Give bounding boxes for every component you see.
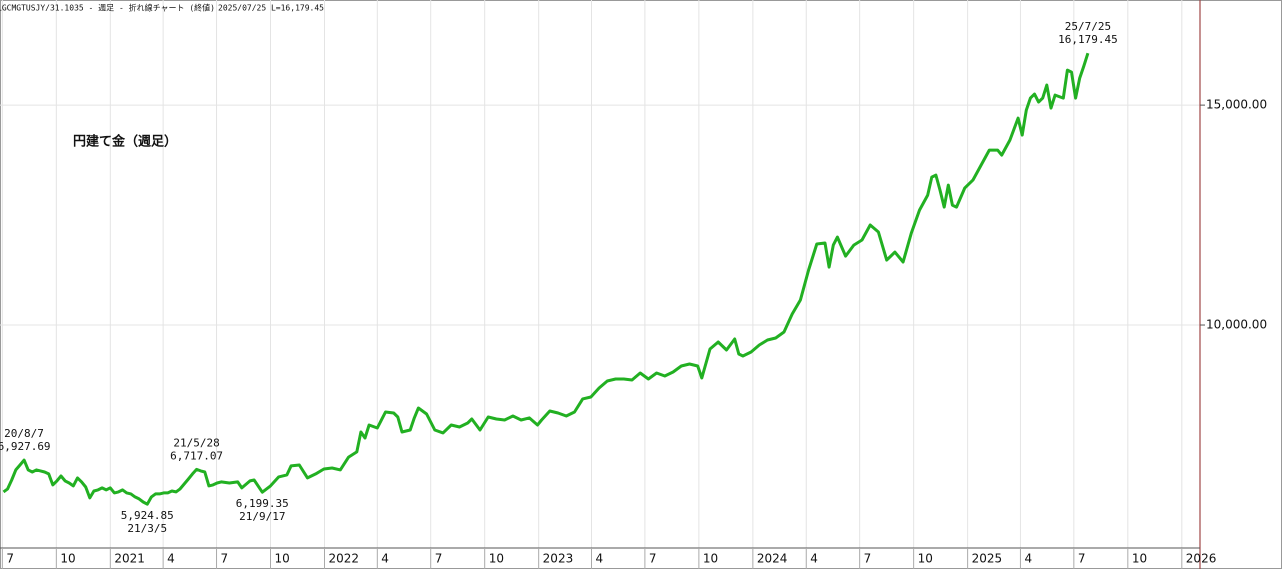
x-tick-label: 10 [60,552,75,566]
chart-title: LGCMGTUSJY/31.1035 - 週足 - 折れ線チャート (終値) [0,3,215,13]
x-tick-label: 4 [1024,552,1032,566]
annotation-date: 20/8/7 [4,427,44,440]
x-tick-label: 4 [595,552,603,566]
x-tick-label: 4 [167,552,175,566]
y-tick-label: 15,000.00 [1206,98,1267,112]
y-tick-label: 10,000.00 [1206,318,1267,332]
annotation-value: 6,927.69 [0,440,51,453]
x-tick-label: 7 [864,552,872,566]
x-tick-label: 4 [810,552,818,566]
x-tick-label: 2024 [757,552,788,566]
x-tick-label: 2025 [972,552,1003,566]
series-label: 円建て金（週足） [73,134,177,150]
annotation-value: 5,924.85 [121,509,174,522]
x-tick-label: 7 [6,552,14,566]
x-tick-label: 4 [381,552,389,566]
grid [0,0,1200,548]
annotation-value: 16,179.45 [1058,33,1118,46]
annotation-value: 6,717.07 [170,449,223,462]
x-tick-label: 10 [489,552,504,566]
x-tick-label: 10 [918,552,933,566]
annotation-date: 21/5/28 [173,436,219,449]
annotation-date: 21/3/5 [127,522,167,535]
x-tick-label: 7 [221,552,229,566]
x-tick-label: 7 [435,552,443,566]
annotation-date: 21/9/17 [239,510,285,523]
x-tick-label: 2022 [328,552,359,566]
x-tick-label: 7 [649,552,657,566]
line-series [2,52,1090,506]
x-tick-label: 2021 [114,552,145,566]
x-tick-label: 7 [1078,552,1086,566]
chart-subtitle: 2025/07/25 L=16,179.45 [218,4,324,13]
annotation-value: 6,199.35 [236,497,289,510]
plot-area [2,52,1090,506]
x-tick-label: 2023 [543,552,574,566]
x-tick-label: 10 [275,552,290,566]
x-tick-label: 10 [703,552,718,566]
x-tick-label: 10 [1132,552,1147,566]
annotation-date: 25/7/25 [1065,20,1111,33]
x-tick-label: 2026 [1186,552,1217,566]
